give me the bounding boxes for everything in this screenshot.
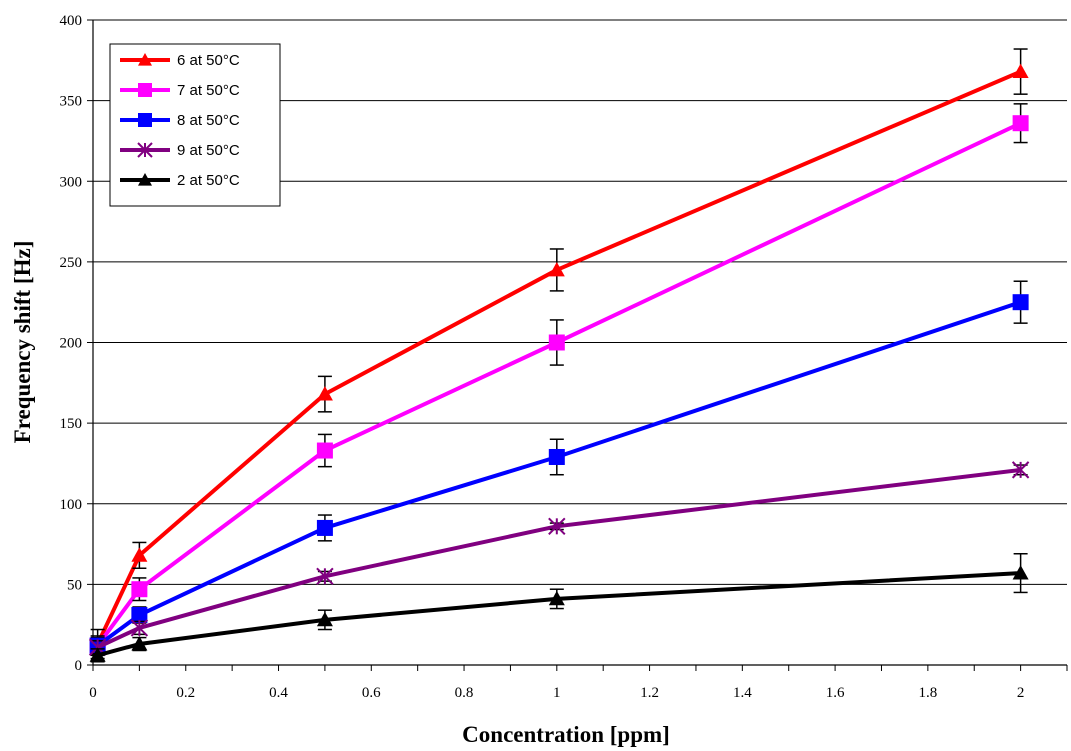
legend-item: 6 at 50°C	[120, 52, 240, 69]
data-point	[1012, 63, 1029, 78]
x-tick-label: 0.8	[455, 685, 474, 701]
data-point	[130, 619, 149, 637]
series-line	[96, 467, 1021, 650]
data-point	[548, 517, 566, 536]
y-tick-label: 400	[60, 13, 83, 29]
x-tick-label: 1.8	[918, 685, 937, 701]
x-tick-label: 0.4	[269, 685, 288, 701]
x-tick-label: 0.6	[362, 685, 381, 701]
data-point	[316, 386, 333, 401]
y-axis-title: Frequency shift [Hz]	[10, 241, 35, 444]
x-tick-label: 0.2	[176, 685, 195, 701]
legend-item: 2 at 50°C	[120, 172, 240, 189]
y-tick-label: 150	[60, 416, 83, 432]
series-8	[89, 280, 1029, 655]
data-point	[131, 581, 148, 598]
legend-label: 9 at 50°C	[177, 142, 240, 159]
legend-item: 9 at 50°C	[120, 142, 240, 159]
series-9	[88, 461, 1030, 656]
x-tick-label: 1	[553, 685, 561, 701]
y-tick-label: 100	[60, 497, 83, 513]
legend-label: 8 at 50°C	[177, 112, 240, 129]
data-point	[138, 53, 152, 66]
y-tick-label: 200	[60, 336, 83, 352]
data-point	[316, 442, 333, 459]
series-layer	[88, 48, 1030, 663]
y-tick-label: 250	[60, 255, 83, 271]
series-2	[89, 552, 1029, 663]
data-point	[548, 334, 565, 351]
data-point	[1012, 294, 1029, 311]
data-point	[138, 113, 152, 127]
x-tick-label: 0	[89, 685, 97, 701]
data-point	[1012, 565, 1029, 580]
legend-label: 7 at 50°C	[177, 82, 240, 99]
data-point	[1011, 461, 1030, 479]
legend-label: 2 at 50°C	[177, 172, 240, 189]
data-point	[131, 636, 148, 651]
y-tick-label: 0	[75, 658, 83, 674]
x-tick-label: 1.4	[733, 685, 752, 701]
data-point	[131, 547, 148, 562]
y-tick-label: 300	[60, 174, 83, 190]
data-point	[316, 519, 333, 536]
data-point	[548, 261, 565, 277]
x-axis-ticks: 0 0.2 0.4 0.6 0.8 1 1.2 1.4 1.6 1.8 2	[89, 665, 1068, 701]
data-point	[548, 590, 565, 606]
data-point	[548, 448, 565, 465]
y-tick-label: 50	[67, 577, 82, 593]
x-axis-title: Concentration [ppm]	[462, 722, 670, 747]
data-point	[138, 173, 152, 186]
legend-item: 7 at 50°C	[120, 82, 240, 99]
x-tick-label: 1.6	[826, 685, 845, 701]
y-tick-label: 350	[60, 94, 83, 110]
x-tick-label: 2	[1017, 685, 1025, 701]
data-point	[138, 83, 152, 97]
series-6	[89, 48, 1029, 660]
x-tick-label: 1.2	[640, 685, 659, 701]
data-point	[131, 607, 148, 624]
data-point	[316, 567, 334, 586]
legend-item: 8 at 50°C	[120, 112, 240, 129]
series-line	[97, 571, 1021, 658]
legend: 6 at 50°C 7 at 50°C 8 at 50°C 9 at 50°C 2 at…	[109, 43, 281, 207]
data-point	[1012, 115, 1029, 132]
legend-label: 6 at 50°C	[177, 52, 240, 69]
data-point	[89, 647, 106, 662]
data-point	[316, 611, 333, 627]
data-point	[137, 142, 153, 158]
y-axis-ticks: 0 50 100 150 200 250 300 350 400	[60, 13, 93, 674]
